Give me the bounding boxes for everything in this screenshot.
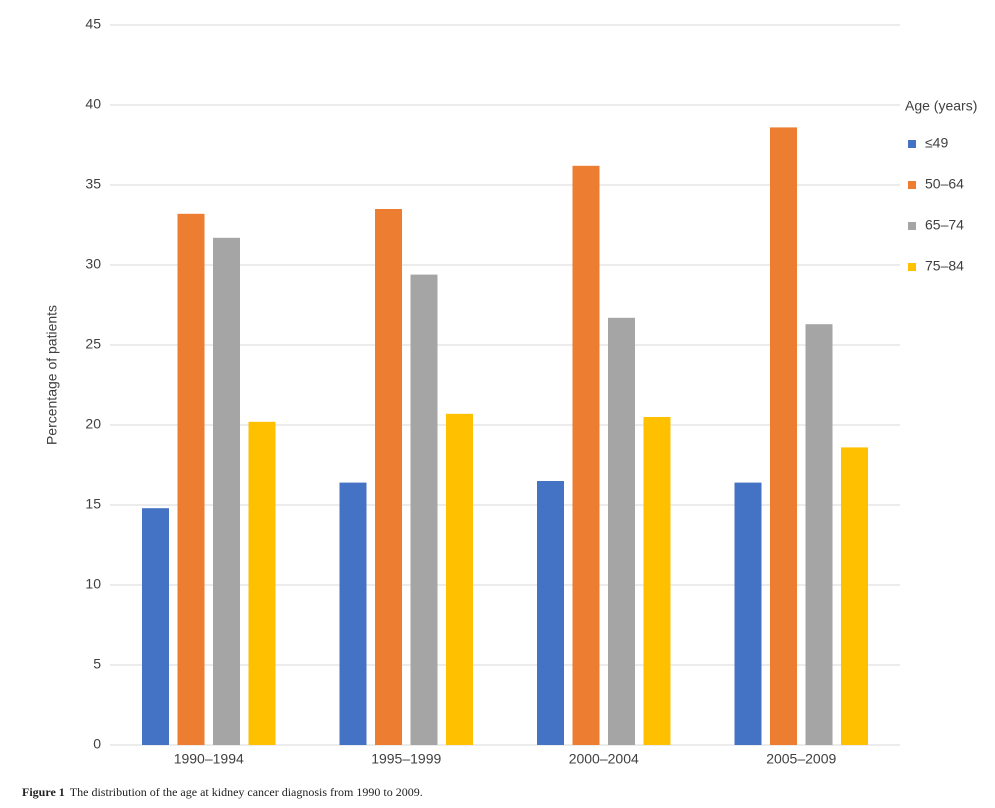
legend-label: 50–64 xyxy=(925,176,964,192)
bar xyxy=(608,317,635,745)
legend-swatch xyxy=(908,181,916,189)
bar xyxy=(734,482,762,745)
bar xyxy=(446,413,473,745)
bar xyxy=(177,213,205,746)
bar xyxy=(643,417,671,745)
bar xyxy=(805,324,833,745)
legend-label: ≤49 xyxy=(925,135,948,151)
y-tick-label: 10 xyxy=(85,576,101,592)
legend-swatch xyxy=(908,140,916,148)
y-tick-label: 5 xyxy=(93,656,101,672)
legend-label: 65–74 xyxy=(925,217,964,233)
y-tick-label: 40 xyxy=(85,96,101,112)
y-tick-label: 45 xyxy=(85,16,101,32)
y-tick-label: 30 xyxy=(85,256,101,272)
bar xyxy=(841,447,868,745)
x-tick-label: 1995–1999 xyxy=(371,751,441,767)
x-tick-label: 2005–2009 xyxy=(766,751,836,767)
y-tick-label: 15 xyxy=(85,496,101,512)
legend-swatch xyxy=(908,222,916,230)
y-tick-label: 25 xyxy=(85,336,101,352)
bar xyxy=(339,482,367,745)
x-tick-label: 1990–1994 xyxy=(174,751,244,767)
bar xyxy=(410,274,438,745)
bar xyxy=(142,508,169,745)
legend-title: Age (years) xyxy=(905,98,977,114)
caption: Figure 1 The distribution of the age at k… xyxy=(22,785,423,799)
bar xyxy=(572,165,600,746)
bar xyxy=(248,421,276,745)
y-tick-label: 35 xyxy=(85,176,101,192)
y-tick-label: 0 xyxy=(93,736,101,752)
y-tick-label: 20 xyxy=(85,416,101,432)
legend-label: 75–84 xyxy=(925,258,964,274)
bar xyxy=(770,127,797,745)
caption-text: The distribution of the age at kidney ca… xyxy=(70,785,423,799)
bar xyxy=(375,209,402,745)
x-tick-label: 2000–2004 xyxy=(569,751,639,767)
bar xyxy=(213,237,240,746)
y-axis-label: Percentage of patients xyxy=(44,305,60,445)
legend-swatch xyxy=(908,263,916,271)
bar xyxy=(537,481,564,745)
caption-label: Figure 1 xyxy=(22,785,65,799)
